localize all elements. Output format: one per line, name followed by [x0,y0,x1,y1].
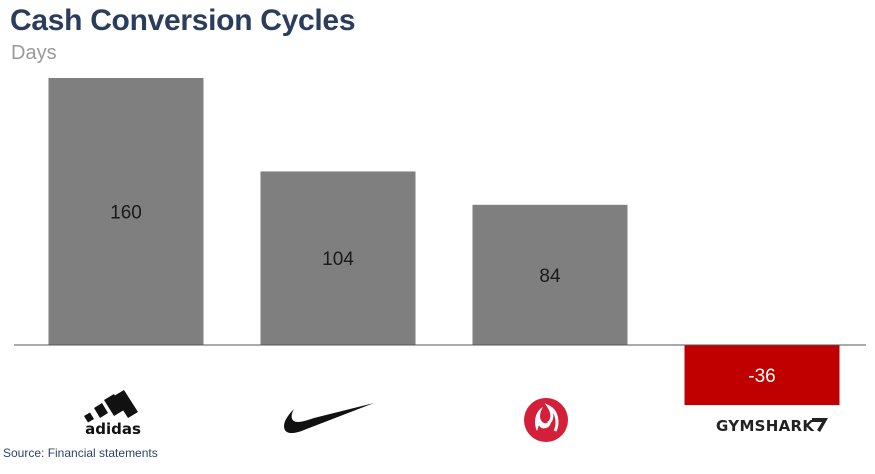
bar-adidas [48,78,204,345]
adidas-wordmark: adidas [85,420,141,438]
bar-lululemon [472,204,628,345]
gymshark-wordmark: GYMSHARK [716,417,815,435]
data-label-lululemon: 84 [539,266,561,287]
bar-gymshark [684,345,840,406]
bar-nike [260,171,416,345]
data-label-nike: 104 [322,249,354,270]
chart-title: Cash Conversion Cycles [10,4,356,37]
data-label-adidas: 160 [110,203,142,224]
adidas-three-bars-logo: adidas [84,390,141,438]
source-note: Source: Financial statements [3,446,158,460]
data-label-gymshark: -36 [748,366,775,387]
chart-subtitle: Days [11,42,57,64]
gymshark-logo: GYMSHARK [716,417,828,435]
nike-swoosh-logo [284,403,374,434]
lululemon-logo [524,398,568,442]
